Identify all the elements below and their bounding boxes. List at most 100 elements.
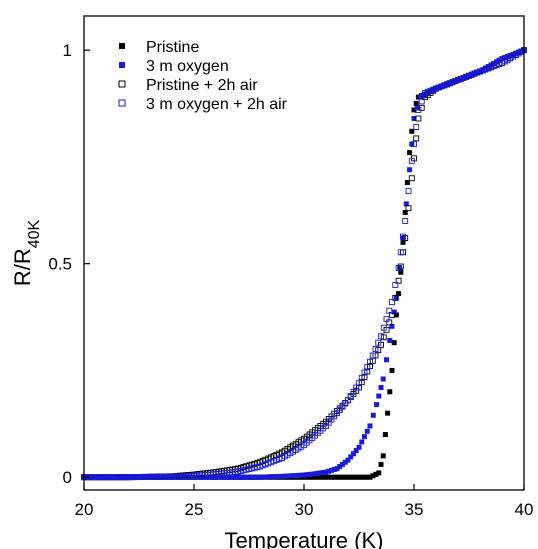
- data-point: [393, 295, 399, 301]
- data-point: [274, 474, 279, 480]
- data-point: [413, 124, 420, 130]
- data-point: [348, 474, 354, 480]
- data-point: [395, 264, 402, 271]
- data-point: [334, 474, 340, 480]
- data-point: [389, 323, 395, 329]
- data-point: [395, 277, 402, 284]
- data-point: [370, 473, 376, 479]
- data-point: [340, 474, 345, 480]
- data-point: [223, 474, 229, 480]
- data-point: [398, 269, 404, 275]
- data-point: [384, 357, 389, 363]
- data-point: [389, 367, 395, 373]
- data-point: [375, 339, 382, 346]
- data-point: [276, 473, 282, 479]
- x-tick-label: 35: [405, 500, 424, 519]
- data-point: [382, 431, 388, 437]
- data-point: [309, 471, 315, 477]
- data-point: [293, 473, 299, 479]
- data-point: [263, 474, 268, 480]
- data-point: [331, 474, 337, 480]
- data-point: [418, 98, 425, 105]
- y-tick-label: 1: [63, 41, 72, 60]
- data-point: [226, 474, 232, 480]
- data-point: [218, 474, 224, 480]
- data-point: [392, 294, 399, 301]
- data-point: [229, 474, 235, 480]
- x-tick-label: 30: [295, 500, 314, 519]
- data-point: [254, 474, 260, 480]
- data-point: [329, 474, 334, 480]
- data-point: [221, 474, 227, 480]
- data-point: [362, 434, 367, 440]
- data-point: [367, 474, 373, 480]
- data-point: [340, 461, 345, 467]
- data-point: [231, 474, 237, 480]
- data-point: [265, 474, 271, 480]
- data-point: [359, 439, 365, 445]
- data-point: [376, 393, 382, 399]
- data-point: [279, 473, 285, 479]
- y-axis-label-subscript: 40K: [26, 219, 43, 248]
- data-point: [337, 464, 343, 470]
- data-point: [378, 461, 384, 467]
- data-point: [182, 474, 188, 480]
- data-point: [402, 209, 408, 215]
- data-point: [239, 474, 245, 480]
- data-point: [380, 453, 386, 459]
- data-point: [415, 115, 422, 122]
- y-axis-label-main: R/R: [10, 248, 35, 286]
- data-point: [403, 201, 409, 207]
- data-point: [298, 472, 304, 478]
- data-point: [405, 205, 412, 212]
- data-point: [392, 282, 399, 288]
- data-point: [367, 358, 373, 365]
- data-point: [408, 175, 415, 182]
- x-tick-label: 20: [75, 500, 94, 519]
- data-point: [290, 473, 296, 479]
- data-point: [326, 468, 332, 474]
- data-point: [353, 474, 359, 480]
- data-point: [408, 158, 415, 165]
- data-point: [402, 218, 409, 224]
- data-point: [312, 471, 318, 477]
- data-point: [282, 473, 288, 479]
- data-point: [413, 135, 420, 142]
- axis-ticks: 20 25 30 35 40 0 0.5 1: [48, 41, 533, 519]
- data-point: [287, 473, 293, 479]
- y-axis-label: R/R40K: [10, 219, 43, 286]
- data-point: [268, 474, 274, 480]
- data-point: [407, 150, 413, 156]
- data-point: [197, 474, 203, 480]
- data-point: [342, 459, 348, 465]
- data-point: [370, 412, 376, 418]
- data-point: [378, 333, 384, 340]
- x-axis-label: Temperature (K): [225, 528, 384, 549]
- data-point: [312, 474, 318, 480]
- data-point: [348, 454, 354, 460]
- legend-label: Pristine: [146, 39, 199, 56]
- data-point: [307, 474, 312, 480]
- data-point: [389, 299, 395, 306]
- data-point: [386, 307, 393, 314]
- legend: Pristine 3 m oxygen Pristine + 2h air 3 m o…: [118, 39, 288, 113]
- data-point: [362, 474, 367, 480]
- data-point: [411, 141, 417, 148]
- legend-marker: [119, 62, 125, 68]
- data-point: [301, 472, 307, 478]
- data-point: [378, 385, 384, 391]
- data-point: [337, 474, 343, 480]
- legend-marker: [118, 99, 126, 107]
- data-point: [249, 474, 255, 480]
- data-point: [411, 107, 417, 113]
- data-point: [411, 115, 417, 121]
- legend-label: 3 m oxygen: [146, 58, 229, 75]
- data-point: [383, 316, 390, 323]
- data-point: [397, 265, 403, 271]
- data-point: [407, 167, 413, 173]
- data-point: [318, 470, 323, 476]
- x-tick-label: 25: [185, 500, 204, 519]
- data-point: [397, 249, 404, 256]
- legend-marker: [119, 43, 125, 49]
- data-point: [353, 448, 359, 453]
